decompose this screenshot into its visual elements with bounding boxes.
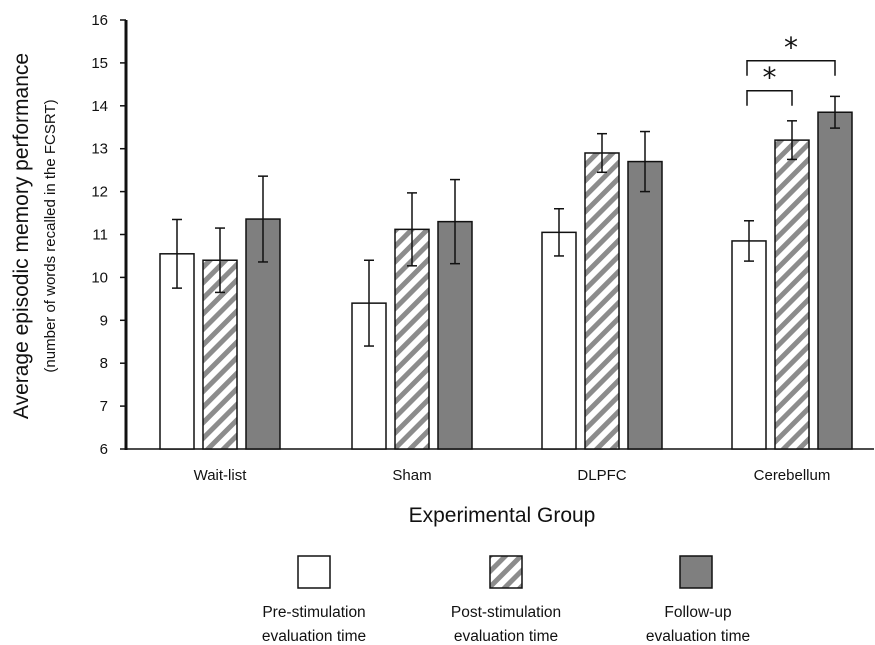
- y-tick-label: 8: [100, 355, 108, 372]
- error-bar: [597, 132, 607, 174]
- category-label: Sham: [392, 467, 431, 484]
- legend-item-2: Post-stimulation evaluation time: [451, 555, 561, 645]
- bar-dlpfc-series-3: [627, 160, 663, 450]
- error-bar: [450, 178, 460, 265]
- y-tick-label: 11: [92, 227, 108, 244]
- significance-brackets: **: [746, 31, 836, 106]
- bar-dlpfc-series-2: [584, 152, 620, 450]
- bar-dlpfc-series-1: [541, 231, 577, 450]
- legend-swatch: [679, 555, 713, 589]
- y-tick-label: 12: [91, 184, 108, 201]
- y-tick-label: 10: [91, 269, 108, 286]
- significance-bracket: *: [746, 61, 793, 106]
- y-tick-label: 14: [91, 98, 108, 115]
- category-label: Cerebellum: [754, 467, 831, 484]
- error-bar: [407, 192, 417, 267]
- legend-label: Follow-up: [664, 604, 731, 621]
- y-tick-label: 7: [100, 398, 108, 415]
- y-axis-label-group: Average episodic memory performance (num…: [10, 53, 59, 419]
- significance-bracket: *: [746, 31, 836, 76]
- y-tick-label: 13: [91, 141, 108, 158]
- legend-label: Pre-stimulation: [262, 604, 365, 621]
- legend-swatch: [297, 555, 331, 589]
- legend-item-1: Pre-stimulation evaluation time: [262, 555, 366, 645]
- y-tick-label: 16: [91, 12, 108, 29]
- error-bar: [554, 208, 564, 257]
- legend-item-3: Follow-up evaluation time: [646, 555, 750, 645]
- error-bars: [172, 95, 840, 347]
- error-bar: [258, 175, 268, 263]
- error-bar: [787, 120, 797, 161]
- bar-cerebellum-series-3: [817, 111, 853, 450]
- x-axis-label: Experimental Group: [409, 504, 596, 527]
- error-bar: [830, 95, 840, 129]
- bar-cerebellum-series-1: [731, 240, 767, 450]
- legend-swatch: [489, 555, 523, 589]
- category-label: Wait-list: [194, 467, 248, 484]
- legend-label: evaluation time: [262, 628, 366, 645]
- error-bar: [640, 130, 650, 193]
- error-bar: [744, 220, 754, 262]
- bar-sham-series-3: [437, 220, 473, 450]
- error-bar: [215, 227, 225, 294]
- category-labels: Wait-list Sham DLPFC Cerebellum: [194, 467, 831, 484]
- y-axis-label: Average episodic memory performance: [10, 53, 33, 419]
- significance-asterisk: *: [784, 31, 798, 64]
- bar-wait-list-series-1: [159, 253, 195, 450]
- y-axis-sublabel: (number of words recalled in the FCSRT): [42, 99, 59, 372]
- bars: [159, 111, 853, 450]
- y-tick-label: 6: [100, 441, 108, 458]
- y-tick-label: 9: [100, 312, 108, 329]
- error-bar: [364, 259, 374, 347]
- significance-asterisk: *: [763, 61, 777, 94]
- bar-cerebellum-series-2: [774, 139, 810, 450]
- legend-label: evaluation time: [646, 628, 750, 645]
- legend-label: evaluation time: [454, 628, 558, 645]
- y-tick-label: 15: [91, 55, 108, 72]
- y-ticks: 6 7 8 9 10 11 12 13 14 15 16: [91, 12, 126, 458]
- category-label: DLPFC: [577, 467, 626, 484]
- legend-label: Post-stimulation: [451, 604, 561, 621]
- error-bar: [172, 218, 182, 289]
- bar-wait-list-series-2: [202, 259, 238, 450]
